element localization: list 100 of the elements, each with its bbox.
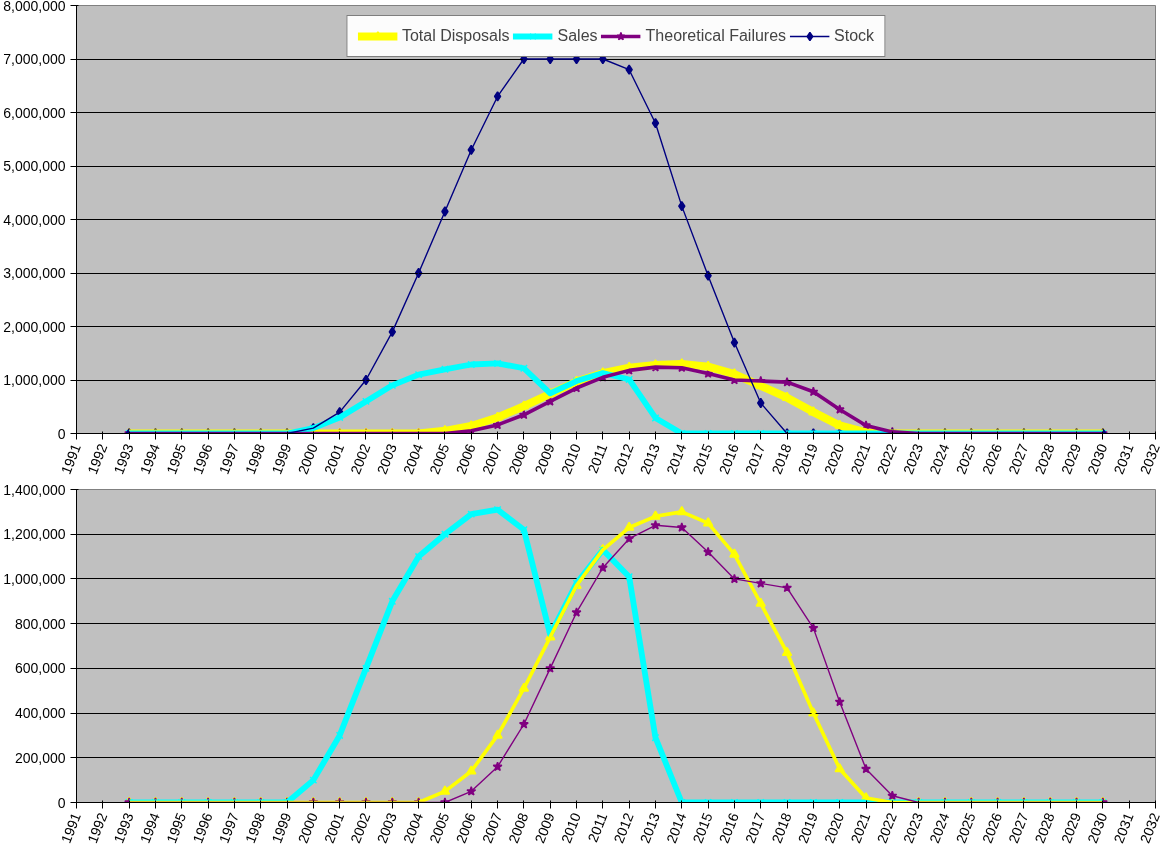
x-tick-label: 1999 xyxy=(268,810,295,846)
x-tick-label: 1992 xyxy=(84,810,111,846)
y-tick-label: 400,000 xyxy=(14,705,66,722)
legend-label: Total Disposals xyxy=(401,27,510,45)
x-tick-label: 2001 xyxy=(320,441,348,477)
x-tick-label: 1997 xyxy=(215,441,242,477)
x-tick-label: 2019 xyxy=(794,441,821,477)
x-tick-label: 1998 xyxy=(241,441,269,477)
x-tick-label: 2008 xyxy=(505,810,532,846)
x-tick-label: 1999 xyxy=(268,441,295,477)
x-tick-label: 2015 xyxy=(689,441,716,477)
x-tick-label: 2006 xyxy=(452,441,479,477)
y-tick-label: 2,000,000 xyxy=(3,318,66,335)
x-tick-label: 1994 xyxy=(136,441,163,477)
y-tick-label: 4,000,000 xyxy=(3,211,66,228)
x-tick-label: 1992 xyxy=(84,441,111,477)
x-tick-label: 2010 xyxy=(557,441,585,477)
x-tick-label: 1998 xyxy=(241,810,269,846)
x-tick-label: 2025 xyxy=(952,441,979,477)
x-tick-label: 2024 xyxy=(926,810,953,846)
x-tick-label: 1997 xyxy=(215,810,242,846)
x-tick-label: 2014 xyxy=(663,441,690,477)
x-tick-label: 2003 xyxy=(373,810,400,846)
y-tick-label: 7,000,000 xyxy=(3,51,66,67)
x-tick-label: 2029 xyxy=(1057,810,1085,846)
y-tick-label: 0 xyxy=(57,794,66,811)
x-tick-label: 2012 xyxy=(610,810,637,846)
y-tick-label: 6,000,000 xyxy=(3,104,66,121)
y-tick-label: 800,000 xyxy=(14,615,66,632)
y-tick-label: 1,000,000 xyxy=(3,570,66,587)
x-tick-label: 1993 xyxy=(110,441,137,477)
x-tick-label: 2027 xyxy=(1005,441,1032,477)
x-tick-label: 2000 xyxy=(294,810,321,846)
x-tick-label: 1991 xyxy=(57,810,85,846)
x-tick-label: 2022 xyxy=(873,441,900,477)
y-tick-label: 1,000,000 xyxy=(3,372,66,388)
y-tick-label: 8,000,000 xyxy=(3,0,66,14)
x-tick-label: 2018 xyxy=(768,810,795,846)
x-tick-label: 2032 xyxy=(1136,810,1164,846)
x-tick-label: 2009 xyxy=(531,810,558,846)
x-tick-label: 2005 xyxy=(426,441,453,477)
y-tick-label: 0 xyxy=(57,425,66,442)
x-tick-label: 2010 xyxy=(557,810,585,846)
x-tick-label: 2021 xyxy=(847,441,874,477)
x-tick-label: 2003 xyxy=(373,441,400,477)
x-tick-label: 2026 xyxy=(978,810,1006,846)
x-tick-label: 1993 xyxy=(110,810,137,846)
x-tick-label: 2012 xyxy=(610,441,637,477)
y-tick-label: 600,000 xyxy=(14,660,66,677)
x-tick-label: 2016 xyxy=(715,810,742,846)
x-tick-label: 2029 xyxy=(1057,441,1085,477)
x-tick-label: 1996 xyxy=(189,810,216,846)
x-tick-label: 1994 xyxy=(136,810,163,846)
x-tick-label: 2008 xyxy=(505,441,532,477)
x-tick-label: 2031 xyxy=(1110,810,1137,846)
x-tick-label: 2030 xyxy=(1084,810,1111,846)
x-tick-label: 2016 xyxy=(715,441,742,477)
x-tick-label: 2032 xyxy=(1136,441,1164,477)
x-tick-label: 2027 xyxy=(1005,810,1032,846)
x-tick-label: 2023 xyxy=(899,810,927,846)
x-tick-label: 2009 xyxy=(531,441,558,477)
legend-label: Stock xyxy=(834,27,875,45)
y-tick-label: 1,400,000 xyxy=(3,481,66,498)
x-tick-label: 2031 xyxy=(1110,441,1137,477)
x-tick-label: 2020 xyxy=(820,810,848,846)
x-tick-label: 1996 xyxy=(189,441,216,477)
y-tick-label: 3,000,000 xyxy=(3,265,66,281)
x-tick-label: 2030 xyxy=(1084,441,1111,477)
x-tick-label: 2007 xyxy=(478,441,506,477)
x-tick-label: 2000 xyxy=(294,441,321,477)
x-tick-label: 2020 xyxy=(820,441,848,477)
x-tick-label: 2022 xyxy=(873,810,900,846)
x-tick-label: 1991 xyxy=(57,441,85,477)
x-tick-label: 2023 xyxy=(899,441,927,477)
x-tick-label: 2006 xyxy=(452,810,479,846)
x-tick-label: 1995 xyxy=(163,810,190,846)
x-tick-label: 2002 xyxy=(347,810,374,846)
x-tick-label: 2017 xyxy=(742,810,769,846)
x-tick-label: 2028 xyxy=(1031,810,1058,846)
x-tick-label: 2005 xyxy=(426,810,453,846)
x-tick-label: 2014 xyxy=(663,810,690,846)
x-tick-label: 2002 xyxy=(347,441,374,477)
x-tick-label: 2026 xyxy=(978,441,1006,477)
x-tick-label: 2011 xyxy=(584,441,611,476)
x-tick-label: 2018 xyxy=(768,441,795,477)
x-tick-label: 2001 xyxy=(320,810,348,846)
x-tick-label: 2017 xyxy=(742,441,769,477)
x-tick-label: 2013 xyxy=(636,810,664,846)
legend-label: Sales xyxy=(557,27,598,45)
x-tick-label: 2025 xyxy=(952,810,979,846)
legend-label: Theoretical Failures xyxy=(645,27,787,45)
x-tick-label: 2013 xyxy=(636,441,664,477)
y-tick-label: 200,000 xyxy=(14,749,66,766)
x-tick-label: 2028 xyxy=(1031,441,1058,477)
x-tick-label: 2004 xyxy=(399,810,427,846)
x-tick-label: 2011 xyxy=(584,810,611,845)
x-tick-label: 2024 xyxy=(926,441,953,477)
x-tick-label: 1995 xyxy=(163,441,190,477)
x-tick-label: 2021 xyxy=(847,810,874,846)
x-tick-label: 2004 xyxy=(399,441,427,477)
